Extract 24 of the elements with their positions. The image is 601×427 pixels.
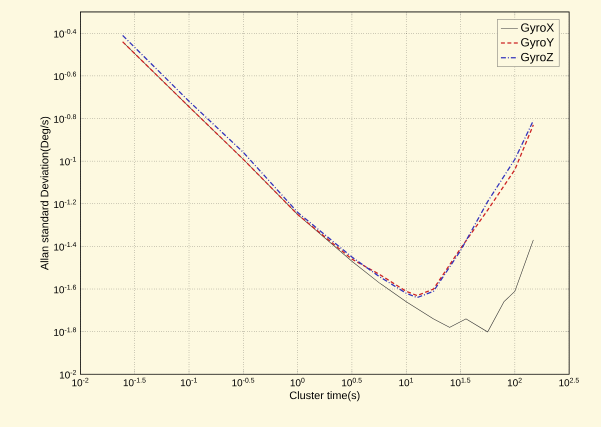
legend-label: GyroY — [521, 38, 554, 49]
y-tick-label: 10$^{-0.4}$ — [54, 28, 76, 38]
legend-label: GyroX — [521, 23, 554, 34]
x-tick-label: 10$^{0.5}$ — [342, 378, 362, 386]
legend-label: GyroZ — [521, 52, 554, 64]
x-tick-label: 10$^{-1}$ — [180, 378, 198, 386]
x-tick-label: 10$^{1.5}$ — [450, 378, 470, 386]
y-tick-label: 10$^{-1.4}$ — [54, 242, 76, 251]
y-tick-label: 10$^{-2}$ — [60, 370, 76, 379]
x-tick-label: 10$^{-1.5}$ — [124, 378, 146, 386]
y-tick-label: 10$^{-1}$ — [60, 156, 76, 166]
x-tick-label: 10$^{0}$ — [290, 378, 305, 386]
y-axis-title: Allan standard Deviation(Deg/s) — [40, 116, 51, 270]
y-tick-label: 10$^{-0.8}$ — [54, 114, 76, 123]
x-tick-label: 10$^{1}$ — [399, 378, 414, 386]
x-tick-label: 10$^{-0.5}$ — [232, 378, 254, 386]
x-tick-label: 10$^{2}$ — [508, 378, 522, 386]
y-tick-label: 10$^{-1.8}$ — [54, 327, 76, 336]
x-axis-title: Cluster time(s) — [290, 391, 360, 402]
y-tick-label: 10$^{-1.2}$ — [54, 199, 76, 208]
y-tick-label: 10$^{-0.6}$ — [54, 72, 76, 80]
x-tick-label: 10$^{2.5}$ — [559, 378, 579, 386]
y-tick-label: 10$^{-1.6}$ — [54, 284, 76, 294]
x-tick-label: 10$^{-2}$ — [72, 378, 88, 386]
